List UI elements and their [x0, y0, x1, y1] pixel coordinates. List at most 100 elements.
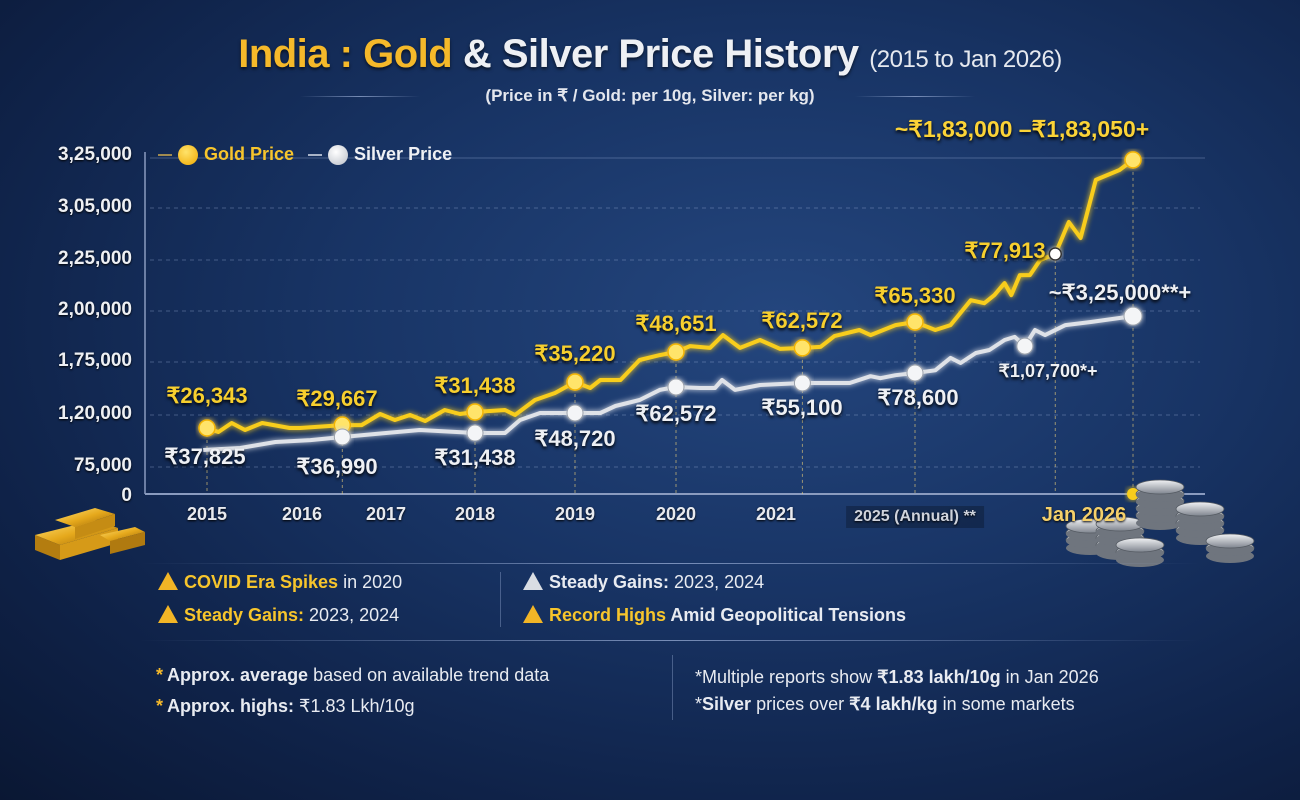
note-steady-gold: Steady Gains: 2023, 2024 — [158, 605, 399, 626]
fn-text: ₹1.83 Lkh/10g — [294, 696, 415, 716]
fn-text: prices over — [751, 694, 850, 714]
x-tick-label: Jan 2026 — [1041, 504, 1127, 526]
note-record: Record Highs Amid Geopolitical Tensions — [523, 605, 906, 626]
gold-data-label: ₹77,913 — [964, 238, 1046, 263]
gold-data-label: ₹62,572 — [761, 308, 843, 333]
divider — [855, 96, 975, 97]
silver-legend-icon — [328, 144, 349, 165]
coin — [1175, 501, 1225, 517]
fn-bold: ₹4 lakh/kg — [849, 694, 938, 714]
gold-bars-icon — [35, 508, 145, 560]
asterisk: * — [695, 667, 703, 687]
fn-bold: Silver — [702, 694, 752, 714]
gold-data-label: ₹48,651 — [635, 311, 717, 336]
x-tick-label: 2017 — [365, 504, 407, 524]
silver-marker — [466, 424, 484, 442]
x-tick-label: 2020 — [655, 504, 697, 524]
legend-silver: Silver Price — [354, 144, 453, 164]
title-gold: India : Gold — [238, 32, 453, 76]
note-hl: COVID Era Spikes — [184, 572, 339, 592]
silver-data-label: ₹31,438 — [434, 445, 516, 470]
y-tick-label: 3,05,000 — [58, 196, 132, 217]
note-steady-silver: Steady Gains: 2023, 2024 — [523, 572, 764, 593]
y-tick-label: 2,00,000 — [58, 299, 132, 320]
silver-data-label: ₹78,600 — [877, 385, 959, 410]
silver-marker — [793, 374, 811, 392]
silver-marker — [333, 428, 351, 446]
coin — [1115, 537, 1165, 553]
fn-text: based on available trend data — [308, 665, 550, 685]
x-tick-label: 2019 — [554, 504, 596, 524]
gold-marker — [466, 403, 484, 421]
silver-data-label: ₹1,07,700*+ — [998, 361, 1098, 381]
gold-data-label: ₹29,667 — [296, 386, 378, 411]
note-text: in 2020 — [338, 572, 403, 592]
subtitle: (Price in ₹ / Gold: per 10g, Silver: per… — [485, 86, 815, 105]
y-tick-label: 2,25,000 — [58, 248, 132, 269]
gold-marker — [566, 373, 584, 391]
gold-data-label: ₹31,438 — [434, 373, 516, 398]
y-tick-label: 0 — [121, 485, 132, 506]
divider — [672, 655, 673, 720]
silver-data-label: ~₹3,25,000**+ — [1048, 280, 1192, 305]
footnote-silver: *Silver prices over ₹4 lakh/kg in some m… — [695, 694, 1075, 715]
y-tick-label: 1,20,000 — [58, 403, 132, 424]
gold-marker — [1124, 151, 1142, 169]
asterisk: * — [156, 665, 164, 685]
footnote-average: * Approx. average based on available tren… — [156, 665, 549, 686]
silver-data-label: ₹36,990 — [296, 454, 378, 479]
x-tick-label: 2025 (Annual) ** — [846, 506, 984, 528]
divider — [300, 96, 420, 97]
fn-bold: Approx. average — [167, 665, 309, 685]
silver-marker — [906, 364, 924, 382]
note-text: Amid Geopolitical Tensions — [666, 605, 907, 625]
silver-coins-icon — [1065, 479, 1255, 567]
coin — [1135, 479, 1185, 495]
fn-bold: ₹1.83 lakh/10g — [877, 667, 1001, 687]
divider — [140, 640, 1200, 641]
note-text: 2023, 2024 — [304, 605, 400, 625]
coin — [1205, 533, 1255, 549]
silver-data-label: ₹55,100 — [761, 395, 843, 420]
fn-text: Multiple reports show — [702, 667, 878, 687]
footnote-reports: *Multiple reports show ₹1.83 lakh/10g in… — [695, 667, 1099, 688]
footnote-highs: * Approx. highs: ₹1.83 Lkh/10g — [156, 696, 415, 717]
title-silver: & Silver Price History — [462, 32, 859, 76]
gold-marker — [198, 419, 216, 437]
y-tick-label: 3,25,000 — [58, 144, 132, 165]
silver-marker — [1123, 306, 1143, 326]
gold-marker — [793, 339, 812, 357]
gold-marker — [667, 343, 685, 361]
silver-data-label: ₹62,572 — [635, 401, 717, 426]
gold-legend-icon — [178, 144, 198, 165]
fn-text: in Jan 2026 — [1000, 667, 1099, 687]
y-tick-label: 75,000 — [73, 455, 132, 476]
axis-dot — [1127, 488, 1140, 500]
note-hl: Steady Gains: — [184, 605, 305, 625]
gold-marker — [906, 313, 924, 331]
silver-data-label: ₹37,825 — [164, 444, 246, 469]
page-title: India : Gold & Silver Price History (201… — [0, 32, 1300, 77]
gold-data-label: ₹35,220 — [534, 341, 616, 366]
silver-line — [203, 314, 1134, 452]
note-hl: Record Highs — [549, 605, 667, 625]
fn-bold: Approx. highs: — [167, 696, 295, 716]
x-tick-label: 2018 — [454, 504, 496, 524]
title-range: (2015 to Jan 2026) — [869, 46, 1062, 73]
gold-data-label: ₹65,330 — [874, 283, 956, 308]
note-covid: COVID Era Spikes in 2020 — [158, 572, 402, 593]
silver-data-label: ₹48,720 — [534, 426, 616, 451]
y-tick-label: 1,75,000 — [58, 350, 132, 371]
asterisk: * — [156, 696, 164, 716]
x-tick-label: 2016 — [281, 504, 323, 524]
legend-gold: Gold Price — [204, 144, 295, 164]
gold-line — [206, 158, 1135, 434]
silver-marker — [566, 404, 584, 422]
divider — [140, 563, 1200, 564]
divider — [500, 572, 501, 627]
note-text: 2023, 2024 — [669, 572, 765, 592]
chart-legend: Gold Price Silver Price — [158, 144, 452, 165]
asterisk: * — [695, 694, 703, 714]
fn-text: in some markets — [937, 694, 1075, 714]
